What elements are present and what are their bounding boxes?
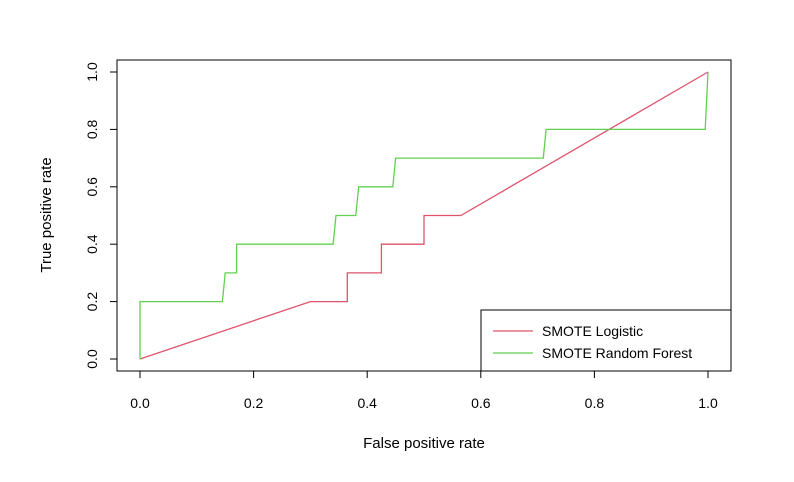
y-tick-label: 0.4 [84,234,100,254]
legend-label: SMOTE Logistic [542,323,643,339]
y-tick-label: 1.0 [84,62,100,82]
x-axis-title: False positive rate [363,435,485,452]
series-layer [139,71,709,360]
x-tick-label: 1.0 [698,395,718,411]
series-line-smote-random-forest [139,71,709,359]
x-axis: 0.0 0.2 0.4 0.6 0.8 1.0 [130,370,718,411]
series-line-smote-logistic [139,71,709,360]
y-tick-label: 0.8 [84,119,100,139]
y-axis: 0.0 0.2 0.4 0.6 0.8 1.0 [84,62,118,369]
y-tick-label: 0.0 [84,349,100,369]
x-tick-label: 0.0 [130,395,150,411]
x-tick-label: 0.4 [357,395,377,411]
x-tick-label: 0.2 [244,395,264,411]
legend-label: SMOTE Random Forest [542,345,692,361]
x-tick-label: 0.8 [585,395,605,411]
legend: SMOTE Logistic SMOTE Random Forest [480,309,732,372]
y-tick-label: 0.6 [84,177,100,197]
y-tick-label: 0.2 [84,292,100,312]
legend-box [480,309,732,372]
y-axis-title: True positive rate [38,157,55,272]
x-tick-label: 0.6 [471,395,491,411]
